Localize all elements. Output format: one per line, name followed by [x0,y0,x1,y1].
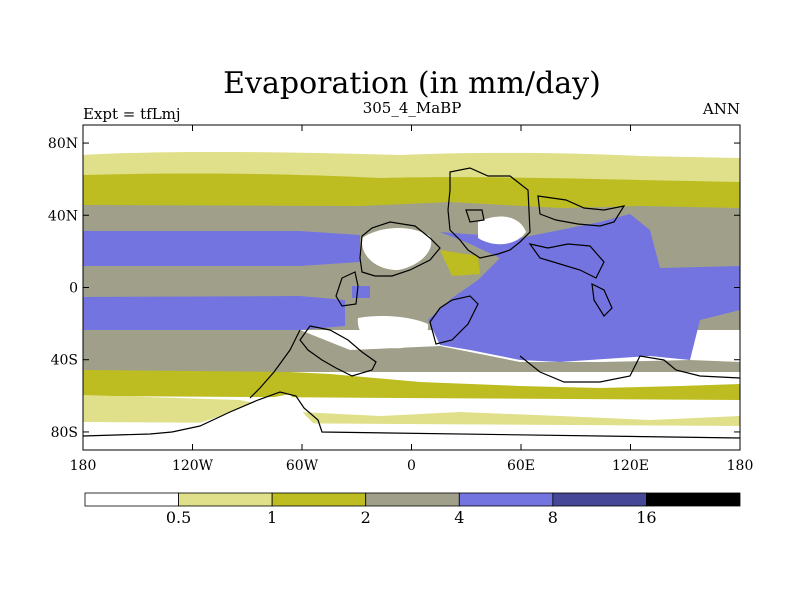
colorbar-label: 16 [636,508,656,527]
east-africa-olive [440,250,480,276]
x-tick-label: 120E [612,458,649,474]
coastlines [82,167,741,439]
x-tick-label: 180 [727,458,754,474]
map-field [82,124,741,451]
north-africa-dry [361,227,432,270]
colorbar-label: 4 [454,508,464,527]
colorbar-swatch [84,492,179,507]
south-blue-band [83,296,345,331]
y-tick-label: 0 [69,281,78,297]
y-tick-label: 40S [51,353,78,369]
y-tick-label: 80S [51,425,78,441]
colorbar-label: 1 [267,508,277,527]
x-tick-label: 60W [286,458,319,474]
y-axis: 80N 40N 0 40S 80S [48,136,740,441]
season-label: ANN [702,100,740,118]
colorbar-swatch [178,492,273,507]
x-axis: 180 120W 60W 0 60E 120E 180 [70,125,754,474]
colorbar-label: 2 [361,508,371,527]
x-tick-label: 120W [172,458,214,474]
colorbar-swatch [271,492,367,507]
colorbar-swatch [458,492,554,507]
asia-dry [478,216,526,245]
lake-blue [352,286,370,298]
colorbar-label: 8 [548,508,558,527]
colorbar-swatch [646,492,741,507]
y-tick-label: 40N [48,208,78,224]
north-blue-band [83,231,360,266]
x-tick-label: 180 [70,458,97,474]
colorbar-label: 0.5 [166,508,191,527]
colorbar-swatch [552,492,647,507]
colorbar: 0.5 1 2 4 8 16 [84,492,741,527]
colorbar-swatch [365,492,460,507]
south-africa-dry [357,316,429,349]
time-label: 305_4_MaBP [363,99,462,117]
experiment-label: Expt = tfLmj [83,105,181,123]
chart-title: Evaporation (in mm/day) [223,66,601,101]
y-tick-label: 80N [48,136,78,152]
x-tick-label: 60E [507,458,535,474]
x-tick-label: 0 [407,458,416,474]
south-gray-band [83,330,740,372]
south-olive-band [83,370,740,400]
